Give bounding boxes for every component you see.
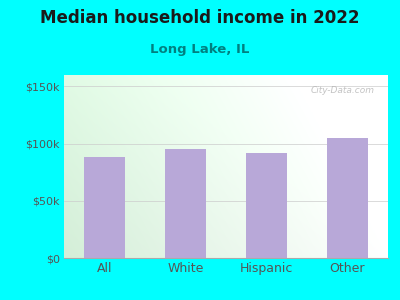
Text: Long Lake, IL: Long Lake, IL xyxy=(150,44,250,56)
Bar xyxy=(84,157,125,258)
Bar xyxy=(246,153,287,258)
Text: City-Data.com: City-Data.com xyxy=(311,86,375,95)
Text: Median household income in 2022: Median household income in 2022 xyxy=(40,9,360,27)
Bar xyxy=(165,149,206,258)
Bar xyxy=(327,138,368,258)
